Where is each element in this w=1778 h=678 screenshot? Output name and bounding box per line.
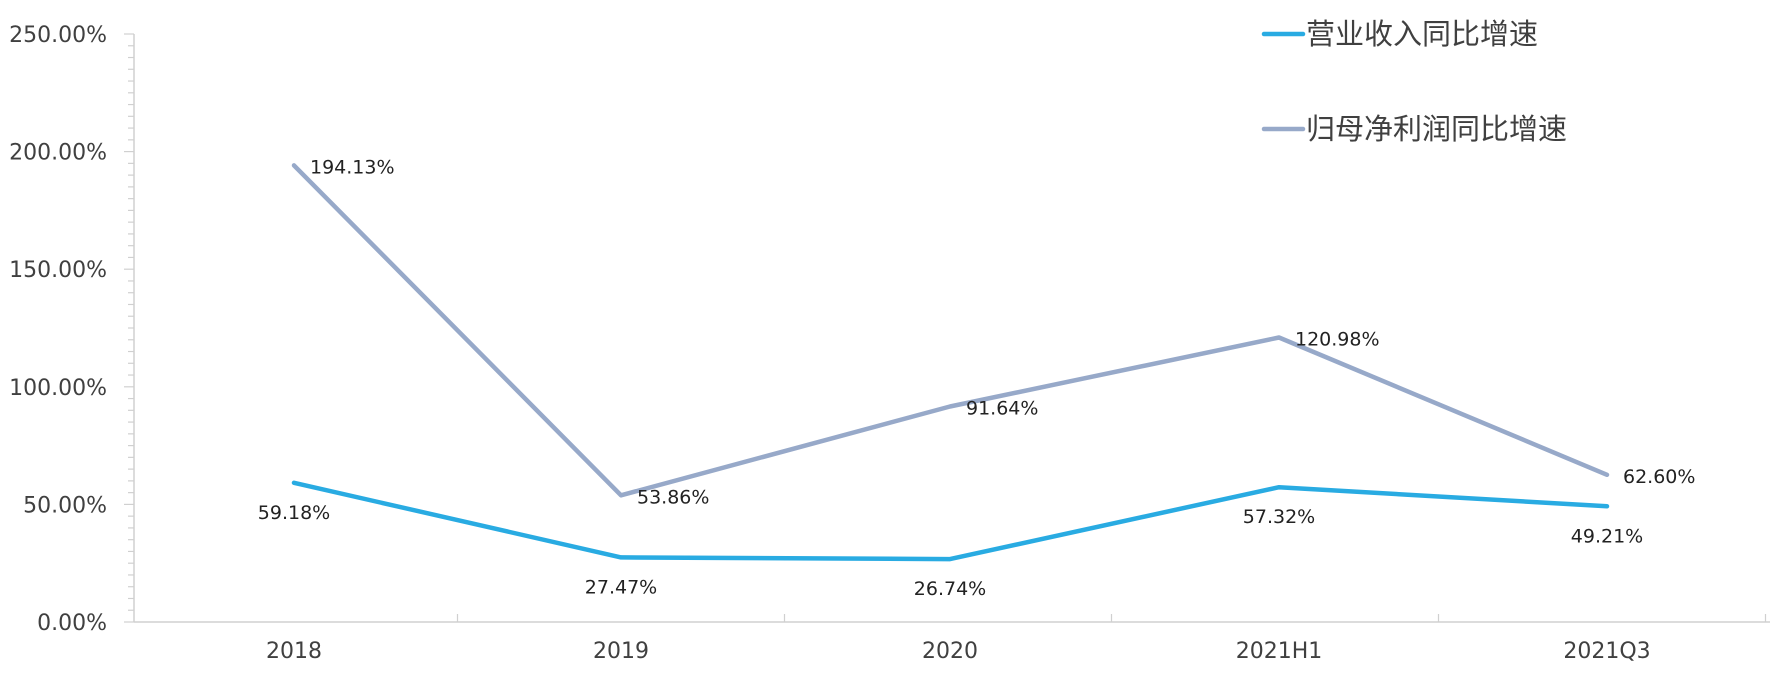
series-lines [291,163,1610,562]
x-tick-label: 2019 [593,639,649,664]
data-label-revenue-growth: 26.74% [914,578,986,600]
x-tick-label: 2020 [922,639,978,664]
series-line-revenue-growth [291,480,1610,562]
data-label-net-profit-growth: 62.60% [1623,466,1695,488]
x-tick-label: 2021Q3 [1563,639,1650,664]
data-label-net-profit-growth: 91.64% [966,397,1038,419]
data-label-revenue-growth: 27.47% [585,576,657,598]
data-label-net-profit-growth: 194.13% [310,156,395,178]
data-label-revenue-growth: 49.21% [1571,525,1643,547]
y-tick-label: 100.00% [9,376,107,401]
data-labels: 59.18% 27.47% 26.74% 57.32% 49.21% 194.13% 53.… [258,156,1696,600]
data-label-net-profit-growth: 53.86% [637,486,709,508]
y-tick-label: 200.00% [9,141,107,166]
legend-label-revenue-growth: 营业收入同比增速 [1306,17,1538,51]
legend-label-net-profit-growth: 归母净利润同比增速 [1306,112,1567,146]
x-tick-label: 2021H1 [1236,639,1323,664]
y-tick-label: 250.00% [9,23,107,48]
data-label-revenue-growth: 59.18% [258,502,330,524]
y-tick-label: 0.00% [37,611,107,636]
x-tick-label: 2018 [266,639,322,664]
data-label-revenue-growth: 57.32% [1243,506,1315,528]
y-tick-label: 150.00% [9,258,107,283]
series-line-net-profit-growth [291,163,1610,498]
axes: 0.00% 50.00% 100.00% 150.00% 200.00% 250.00% 2… [9,23,1770,664]
data-label-net-profit-growth: 120.98% [1295,328,1380,350]
y-tick-label: 50.00% [23,493,107,518]
